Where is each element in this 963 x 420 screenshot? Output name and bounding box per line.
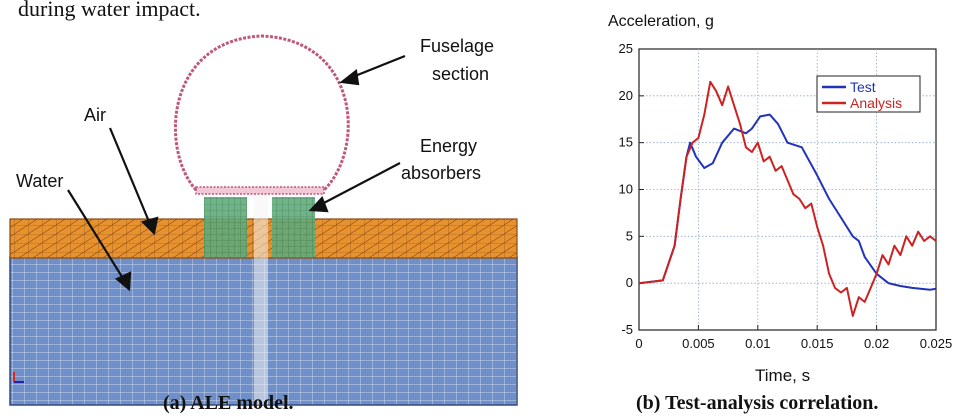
x-tick-label: 0.015 <box>801 336 834 351</box>
fuselage-floor <box>195 186 325 195</box>
ale-model-figure: Fuselage section Air Energy absorbers Wa… <box>9 34 518 406</box>
y-tick-label: 5 <box>626 228 633 243</box>
chart-y-ticks: -5 0 5 10 15 20 25 <box>619 41 644 337</box>
label-air: Air <box>84 105 106 125</box>
label-water: Water <box>16 171 63 191</box>
y-tick-label: 10 <box>619 182 633 197</box>
chart-series <box>638 80 937 317</box>
arrow-water <box>67 189 125 281</box>
energy-absorber-right <box>272 197 315 257</box>
chart-y-axis-label: Acceleration, g <box>608 13 714 30</box>
series-line-test <box>638 113 937 291</box>
chart-legend: Test Analysis <box>816 75 921 113</box>
arrow-air <box>108 127 152 225</box>
caption-test-analysis: (b) Test-analysis correlation. <box>636 392 879 414</box>
label-fuselage-line1: Fuselage <box>420 36 494 56</box>
y-tick-label: 20 <box>619 88 633 103</box>
x-tick-label: 0 <box>635 336 642 351</box>
legend-test-label: Test <box>850 79 876 95</box>
paper-body-text: during water impact. <box>18 0 201 21</box>
y-tick-label: 15 <box>619 135 633 150</box>
label-fuselage-line2: section <box>432 64 489 84</box>
x-tick-label: 0.005 <box>682 336 715 351</box>
axis-triad-icon <box>13 372 24 383</box>
energy-absorber-left <box>204 197 247 257</box>
y-tick-label: 0 <box>626 275 633 290</box>
chart-x-axis-label: Time, s <box>755 366 810 385</box>
caption-ale-model: (a) ALE model. <box>163 392 294 414</box>
legend-analysis-label: Analysis <box>850 95 902 111</box>
chart-x-ticks: 0 0.005 0.01 0.015 0.02 0.025 <box>635 325 952 351</box>
arrow-energy <box>319 162 401 206</box>
y-tick-label: 25 <box>619 41 633 56</box>
fuselage-section <box>173 34 350 192</box>
series-line-analysis <box>638 80 937 317</box>
arrow-fuselage <box>349 54 406 80</box>
label-energy-line2: absorbers <box>401 163 481 183</box>
y-tick-label: -5 <box>621 322 633 337</box>
label-energy-line1: Energy <box>420 136 477 156</box>
x-tick-label: 0.025 <box>920 336 953 351</box>
x-tick-label: 0.01 <box>745 336 770 351</box>
x-tick-label: 0.02 <box>864 336 889 351</box>
